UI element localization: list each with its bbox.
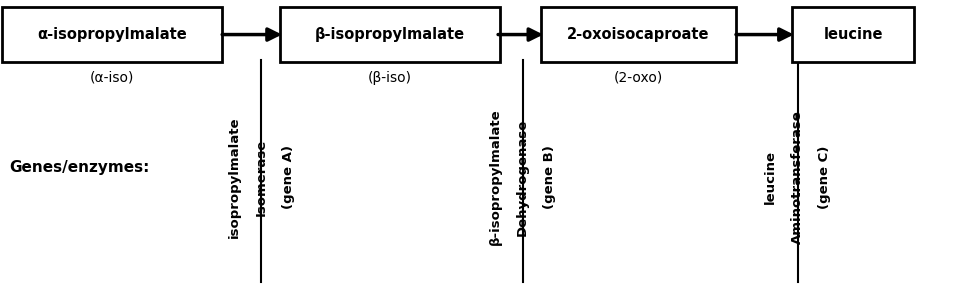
Text: β-isopropylmalate: β-isopropylmalate [488, 109, 502, 245]
FancyBboxPatch shape [3, 7, 222, 62]
Text: leucine: leucine [763, 150, 777, 204]
Text: isopropylmalate: isopropylmalate [227, 116, 241, 238]
Text: Aminotransferase: Aminotransferase [791, 110, 804, 244]
Text: Isomerase: Isomerase [254, 139, 268, 216]
Text: (gene C): (gene C) [818, 145, 832, 209]
FancyBboxPatch shape [541, 7, 736, 62]
Text: leucine: leucine [823, 27, 883, 42]
Text: α-isopropylmalate: α-isopropylmalate [37, 27, 187, 42]
Text: Genes/enzymes:: Genes/enzymes: [10, 160, 150, 175]
Text: (gene B): (gene B) [543, 145, 557, 209]
Text: Dehydrogenase: Dehydrogenase [516, 118, 529, 236]
Text: 2-oxoisocaproate: 2-oxoisocaproate [567, 27, 710, 42]
Text: (β-iso): (β-iso) [368, 71, 412, 85]
FancyBboxPatch shape [281, 7, 500, 62]
Text: (α-iso): (α-iso) [90, 71, 135, 85]
FancyBboxPatch shape [792, 7, 915, 62]
Text: (gene A): (gene A) [282, 145, 295, 209]
Text: β-isopropylmalate: β-isopropylmalate [315, 27, 465, 42]
Text: (2-oxo): (2-oxo) [614, 71, 663, 85]
